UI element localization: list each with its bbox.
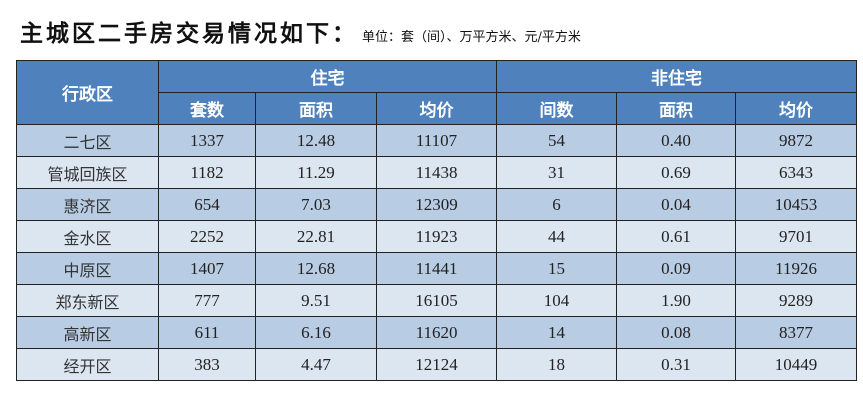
cell-res-price: 12309 [375, 188, 498, 221]
cell-res-price: 11620 [375, 316, 498, 349]
cell-res-units: 2252 [158, 220, 256, 253]
header-price: 均价 [375, 92, 498, 125]
table-row: 经开区 383 4.47 12124 18 0.31 10449 [16, 348, 858, 381]
cell-nonres-area: 1.90 [616, 284, 737, 317]
cell-district: 高新区 [16, 316, 159, 349]
cell-nonres-price: 8377 [735, 316, 858, 349]
cell-nonres-rooms: 15 [496, 252, 618, 285]
header-non-residential: 非住宅 [496, 60, 858, 93]
cell-res-area: 6.16 [255, 316, 377, 349]
unit-note: 单位：套（间）、万平方米、元/平方米 [362, 30, 581, 45]
cell-nonres-area: 0.08 [616, 316, 737, 349]
table-row: 惠济区 654 7.03 12309 6 0.04 10453 [16, 188, 858, 221]
cell-res-area: 7.03 [255, 188, 377, 221]
cell-district: 经开区 [16, 348, 159, 381]
table-row: 管城回族区 1182 11.29 11438 31 0.69 6343 [16, 156, 858, 189]
cell-district: 郑东新区 [16, 284, 159, 317]
cell-district: 惠济区 [16, 188, 159, 221]
cell-res-price: 11438 [375, 156, 498, 189]
cell-res-area: 4.47 [255, 348, 377, 381]
cell-nonres-rooms: 14 [496, 316, 618, 349]
header-units: 套数 [158, 92, 256, 125]
cell-res-units: 1407 [158, 252, 256, 285]
table-row: 高新区 611 6.16 11620 14 0.08 8377 [16, 316, 858, 349]
cell-res-units: 654 [158, 188, 256, 221]
table-row: 金水区 2252 22.81 11923 44 0.61 9701 [16, 220, 858, 253]
header-district: 行政区 [16, 60, 159, 125]
table-row: 二七区 1337 12.48 11107 54 0.40 9872 [16, 124, 858, 157]
page-title: 主城区二手房交易情况如下： 单位：套（间）、万平方米、元/平方米 [20, 14, 581, 48]
cell-nonres-rooms: 6 [496, 188, 618, 221]
cell-res-area: 12.48 [255, 124, 377, 157]
cell-nonres-area: 0.61 [616, 220, 737, 253]
header-residential: 住宅 [157, 60, 498, 93]
cell-district: 管城回族区 [16, 156, 159, 189]
cell-res-units: 1182 [158, 156, 256, 189]
cell-res-price: 11923 [375, 220, 498, 253]
cell-res-area: 22.81 [255, 220, 377, 253]
table-row: 中原区 1407 12.68 11441 15 0.09 11926 [16, 252, 858, 285]
cell-district: 中原区 [16, 252, 159, 285]
title-text: 主城区二手房交易情况如下： [20, 20, 358, 47]
header-rooms: 间数 [496, 92, 618, 125]
cell-res-units: 383 [158, 348, 256, 381]
cell-district: 二七区 [16, 124, 159, 157]
cell-nonres-area: 0.04 [616, 188, 737, 221]
cell-res-area: 11.29 [255, 156, 377, 189]
transaction-table: 行政区 住宅 非住宅 套数 面积 均价 间数 面积 均价 二七区 1337 12.4… [16, 60, 858, 381]
cell-res-price: 11441 [375, 252, 498, 285]
cell-nonres-area: 0.69 [616, 156, 737, 189]
cell-nonres-price: 6343 [735, 156, 858, 189]
cell-res-area: 12.68 [255, 252, 377, 285]
cell-nonres-price: 10453 [735, 188, 858, 221]
cell-nonres-price: 9289 [735, 284, 858, 317]
cell-nonres-area: 0.40 [616, 124, 737, 157]
cell-res-units: 611 [158, 316, 256, 349]
cell-res-price: 12124 [375, 348, 498, 381]
cell-nonres-price: 9872 [735, 124, 858, 157]
cell-nonres-price: 11926 [735, 252, 858, 285]
cell-nonres-area: 0.31 [616, 348, 737, 381]
header-price: 均价 [735, 92, 858, 125]
cell-res-price: 11107 [375, 124, 498, 157]
cell-res-units: 1337 [158, 124, 256, 157]
cell-nonres-rooms: 18 [496, 348, 618, 381]
cell-nonres-price: 10449 [735, 348, 858, 381]
cell-res-units: 777 [158, 284, 256, 317]
cell-res-price: 16105 [375, 284, 498, 317]
table-row: 郑东新区 777 9.51 16105 104 1.90 9289 [16, 284, 858, 317]
cell-nonres-rooms: 44 [496, 220, 618, 253]
cell-nonres-rooms: 31 [496, 156, 618, 189]
cell-district: 金水区 [16, 220, 159, 253]
cell-nonres-price: 9701 [735, 220, 858, 253]
header-area: 面积 [255, 92, 377, 125]
cell-nonres-rooms: 104 [496, 284, 618, 317]
header-area: 面积 [616, 92, 737, 125]
cell-nonres-area: 0.09 [616, 252, 737, 285]
cell-nonres-rooms: 54 [496, 124, 618, 157]
cell-res-area: 9.51 [255, 284, 377, 317]
